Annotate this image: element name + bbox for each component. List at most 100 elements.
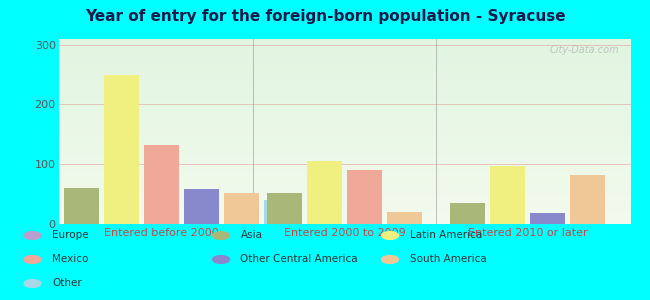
Bar bbox=[58, 85, 630, 87]
Bar bbox=[184, 189, 219, 224]
Bar bbox=[58, 207, 630, 209]
Text: Mexico: Mexico bbox=[52, 254, 88, 265]
Bar bbox=[58, 67, 630, 68]
Bar bbox=[58, 83, 630, 85]
Bar bbox=[490, 166, 525, 224]
Bar bbox=[58, 216, 630, 218]
Bar bbox=[58, 201, 630, 203]
Bar bbox=[530, 213, 566, 224]
Bar bbox=[58, 144, 630, 146]
Bar bbox=[58, 100, 630, 102]
Bar bbox=[58, 72, 630, 74]
Bar bbox=[64, 188, 99, 224]
Bar bbox=[58, 63, 630, 65]
Bar bbox=[58, 129, 630, 131]
Text: Europe: Europe bbox=[52, 230, 88, 241]
Bar bbox=[58, 126, 630, 127]
Bar bbox=[58, 68, 630, 70]
Bar bbox=[58, 115, 630, 116]
Bar bbox=[450, 203, 485, 224]
Bar bbox=[58, 57, 630, 59]
Text: Asia: Asia bbox=[240, 230, 263, 241]
Bar bbox=[58, 96, 630, 98]
Bar bbox=[58, 46, 630, 48]
Bar bbox=[58, 118, 630, 120]
Bar bbox=[58, 78, 630, 80]
Bar bbox=[58, 87, 630, 89]
Bar bbox=[58, 111, 630, 113]
Bar bbox=[58, 220, 630, 222]
Bar bbox=[58, 120, 630, 122]
Bar bbox=[58, 174, 630, 176]
Bar bbox=[58, 176, 630, 177]
Bar bbox=[58, 190, 630, 192]
Bar bbox=[307, 161, 342, 224]
Bar bbox=[58, 92, 630, 94]
Bar bbox=[58, 205, 630, 207]
Bar bbox=[347, 170, 382, 224]
Bar bbox=[58, 157, 630, 159]
Bar bbox=[224, 193, 259, 224]
Bar bbox=[58, 116, 630, 118]
Bar bbox=[58, 187, 630, 188]
Bar bbox=[58, 76, 630, 78]
Bar bbox=[58, 161, 630, 163]
Bar bbox=[58, 168, 630, 170]
Bar bbox=[58, 48, 630, 50]
Bar bbox=[58, 50, 630, 52]
Bar bbox=[58, 91, 630, 92]
Bar bbox=[58, 137, 630, 139]
Bar bbox=[58, 113, 630, 115]
Bar bbox=[58, 211, 630, 212]
Bar bbox=[58, 196, 630, 198]
Bar bbox=[570, 175, 605, 224]
Bar bbox=[58, 131, 630, 133]
Text: South America: South America bbox=[410, 254, 486, 265]
Bar bbox=[58, 61, 630, 63]
Bar bbox=[58, 140, 630, 142]
Bar bbox=[58, 188, 630, 190]
Bar bbox=[104, 75, 139, 224]
Text: City-Data.com: City-Data.com bbox=[549, 44, 619, 55]
Bar bbox=[58, 214, 630, 216]
Bar bbox=[58, 52, 630, 54]
Bar bbox=[58, 179, 630, 181]
Bar bbox=[58, 177, 630, 179]
Bar bbox=[58, 183, 630, 185]
Bar bbox=[58, 181, 630, 183]
Bar bbox=[58, 94, 630, 96]
Bar bbox=[58, 105, 630, 107]
Bar bbox=[144, 145, 179, 224]
Bar bbox=[58, 89, 630, 91]
Text: Latin America: Latin America bbox=[410, 230, 482, 241]
Bar bbox=[58, 44, 630, 46]
Bar bbox=[58, 54, 630, 56]
Bar bbox=[58, 222, 630, 224]
Bar bbox=[58, 102, 630, 103]
Bar bbox=[58, 139, 630, 140]
Text: Other Central America: Other Central America bbox=[240, 254, 358, 265]
Bar bbox=[264, 200, 299, 224]
Bar bbox=[58, 128, 630, 129]
Bar bbox=[58, 172, 630, 174]
Bar bbox=[58, 159, 630, 161]
Bar bbox=[58, 65, 630, 67]
Bar bbox=[23, 181, 59, 224]
Bar bbox=[58, 142, 630, 144]
Bar bbox=[58, 148, 630, 150]
Bar bbox=[58, 80, 630, 81]
Bar bbox=[58, 212, 630, 214]
Bar bbox=[58, 194, 630, 196]
Bar bbox=[58, 192, 630, 194]
Bar bbox=[58, 103, 630, 105]
Bar bbox=[58, 41, 630, 43]
Bar bbox=[58, 152, 630, 153]
Bar bbox=[58, 198, 630, 200]
Bar bbox=[58, 59, 630, 61]
Bar bbox=[58, 43, 630, 44]
Bar bbox=[58, 150, 630, 152]
Bar bbox=[58, 209, 630, 211]
Text: Other: Other bbox=[52, 278, 82, 289]
Bar bbox=[58, 200, 630, 201]
Bar bbox=[58, 135, 630, 137]
